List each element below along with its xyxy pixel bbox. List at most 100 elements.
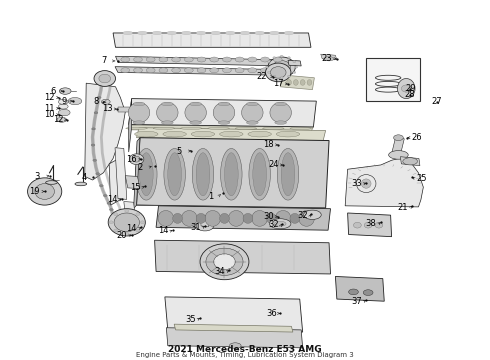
Ellipse shape: [197, 57, 206, 62]
Ellipse shape: [287, 80, 292, 85]
Ellipse shape: [268, 60, 270, 63]
Polygon shape: [347, 213, 392, 237]
Ellipse shape: [401, 85, 411, 92]
Text: 25: 25: [416, 174, 427, 183]
Ellipse shape: [240, 31, 250, 35]
Ellipse shape: [293, 60, 296, 63]
Text: 3: 3: [35, 172, 40, 181]
Text: 9: 9: [62, 96, 67, 105]
Ellipse shape: [157, 103, 178, 123]
Text: 6: 6: [51, 86, 56, 95]
Ellipse shape: [222, 57, 231, 62]
Text: 18: 18: [263, 140, 274, 149]
Polygon shape: [85, 83, 125, 180]
Ellipse shape: [275, 102, 287, 106]
Ellipse shape: [103, 194, 107, 197]
Text: 14: 14: [158, 226, 168, 235]
Polygon shape: [174, 324, 293, 332]
Ellipse shape: [46, 181, 57, 184]
Ellipse shape: [190, 102, 201, 106]
Ellipse shape: [268, 71, 270, 73]
Text: 12: 12: [44, 93, 55, 102]
Polygon shape: [125, 176, 140, 189]
Ellipse shape: [246, 121, 258, 125]
Ellipse shape: [134, 57, 143, 62]
Ellipse shape: [252, 211, 268, 226]
Ellipse shape: [196, 213, 206, 224]
Ellipse shape: [134, 68, 143, 73]
Text: 7: 7: [101, 57, 107, 66]
Ellipse shape: [159, 57, 168, 62]
Polygon shape: [345, 158, 423, 207]
Ellipse shape: [114, 229, 118, 232]
Ellipse shape: [68, 98, 82, 105]
Ellipse shape: [364, 222, 372, 228]
Polygon shape: [400, 157, 420, 166]
Ellipse shape: [284, 31, 294, 35]
Polygon shape: [134, 138, 140, 209]
Ellipse shape: [163, 131, 186, 137]
Ellipse shape: [109, 208, 113, 211]
Polygon shape: [321, 54, 337, 60]
Ellipse shape: [138, 31, 147, 35]
Polygon shape: [124, 202, 137, 229]
Ellipse shape: [136, 229, 140, 232]
Ellipse shape: [375, 222, 383, 228]
Ellipse shape: [218, 121, 230, 125]
Ellipse shape: [288, 75, 291, 77]
Ellipse shape: [94, 71, 116, 86]
Text: 23: 23: [322, 54, 332, 63]
Ellipse shape: [196, 153, 210, 196]
Ellipse shape: [267, 213, 276, 224]
Ellipse shape: [280, 77, 283, 79]
Text: 29: 29: [405, 84, 416, 93]
Ellipse shape: [276, 131, 300, 137]
Polygon shape: [335, 276, 384, 301]
Polygon shape: [116, 56, 287, 66]
Text: 21: 21: [397, 203, 408, 212]
Ellipse shape: [200, 244, 249, 280]
Ellipse shape: [109, 221, 113, 224]
Ellipse shape: [141, 221, 145, 224]
Ellipse shape: [270, 103, 292, 123]
Ellipse shape: [248, 131, 271, 137]
Ellipse shape: [136, 148, 157, 200]
Ellipse shape: [293, 71, 296, 73]
Text: 2: 2: [137, 163, 143, 172]
Ellipse shape: [161, 121, 173, 125]
Polygon shape: [129, 99, 132, 152]
Ellipse shape: [261, 68, 270, 73]
Text: 19: 19: [29, 187, 39, 196]
Polygon shape: [166, 328, 303, 348]
Polygon shape: [165, 297, 303, 332]
Ellipse shape: [235, 68, 244, 73]
Ellipse shape: [225, 31, 235, 35]
Text: 33: 33: [351, 179, 362, 188]
Ellipse shape: [300, 80, 305, 85]
Ellipse shape: [393, 135, 403, 140]
Ellipse shape: [211, 31, 220, 35]
Ellipse shape: [121, 68, 130, 73]
Ellipse shape: [161, 102, 173, 106]
Text: 28: 28: [405, 90, 416, 99]
Text: 38: 38: [366, 219, 376, 228]
Ellipse shape: [58, 99, 68, 104]
Ellipse shape: [97, 96, 101, 99]
Ellipse shape: [363, 290, 373, 296]
Ellipse shape: [261, 57, 270, 62]
Text: 24: 24: [268, 161, 279, 170]
Ellipse shape: [128, 103, 150, 123]
Ellipse shape: [277, 148, 299, 200]
Polygon shape: [129, 125, 314, 132]
Polygon shape: [109, 158, 121, 205]
Ellipse shape: [180, 127, 202, 130]
Ellipse shape: [172, 57, 180, 62]
Ellipse shape: [246, 102, 258, 106]
Ellipse shape: [192, 148, 214, 200]
Ellipse shape: [206, 248, 243, 275]
Ellipse shape: [181, 31, 191, 35]
Ellipse shape: [123, 31, 133, 35]
Ellipse shape: [205, 211, 220, 226]
Text: 36: 36: [267, 309, 277, 318]
Ellipse shape: [114, 213, 118, 216]
